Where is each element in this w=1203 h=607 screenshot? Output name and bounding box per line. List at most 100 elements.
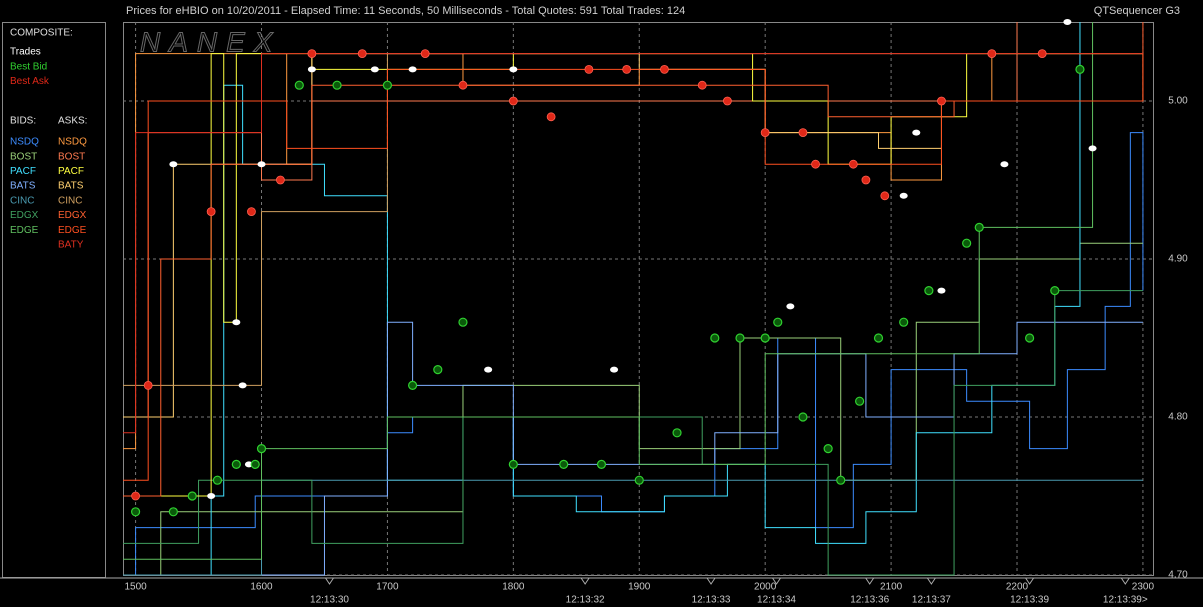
time-tick-marker xyxy=(926,577,937,585)
best-bid-dot xyxy=(634,475,644,485)
trade-dot xyxy=(1063,19,1072,25)
best-ask-dot xyxy=(275,175,285,185)
best-bid-dot xyxy=(823,444,833,454)
best-ask-dot xyxy=(848,159,858,169)
best-bid-dot xyxy=(735,333,745,343)
trade-dot xyxy=(307,66,316,73)
best-bid-dot xyxy=(855,396,865,406)
time-tick-label: 12:13:39> xyxy=(1103,595,1148,606)
source-label: QTSequencer G3 xyxy=(1094,5,1180,17)
trade-dot xyxy=(207,493,216,499)
legend-entry: PACF xyxy=(10,166,36,177)
trade-dot xyxy=(169,161,178,168)
legend-entry: BATY xyxy=(58,240,84,251)
best-bid-dot xyxy=(873,333,884,343)
best-bid-dot xyxy=(231,459,241,469)
trade-dot xyxy=(408,66,417,73)
quote-step-line xyxy=(123,321,1143,576)
best-bid-dot xyxy=(836,475,846,485)
trade-dot xyxy=(238,382,247,389)
y-tick-label: 4.70 xyxy=(1168,570,1188,581)
y-tick-label: 4.80 xyxy=(1168,412,1188,423)
legend-entry: EDGX xyxy=(10,210,39,221)
best-ask-dot xyxy=(760,128,770,138)
trade-dot xyxy=(786,303,795,310)
best-bid-dot xyxy=(187,491,197,501)
x-tick-label: 1600 xyxy=(250,582,273,593)
best-bid-dot xyxy=(458,317,468,327)
labels: 4.70 4.80 4.90 5.00 1500 1600 1700 1800 1900 2000… xyxy=(10,47,1188,606)
trade-dot xyxy=(912,129,921,136)
x-tick-label: 2100 xyxy=(880,582,903,593)
time-tick-label: 12:13:37 xyxy=(912,595,951,606)
best-bid-dot xyxy=(899,317,909,327)
best-bid-dot xyxy=(962,238,972,248)
best-bid-dot xyxy=(256,444,267,454)
trade-dot xyxy=(937,287,946,294)
x-tick-label: 1900 xyxy=(628,582,651,593)
asks-label: ASKS: xyxy=(58,116,87,127)
time-tick-label: 12:13:32 xyxy=(566,595,605,606)
legend-entry: Best Bid xyxy=(10,61,47,72)
trade-dot xyxy=(509,66,518,73)
trade-dot xyxy=(1000,161,1009,168)
trade-dot xyxy=(370,66,379,73)
time-tick-marker xyxy=(864,577,875,585)
quote-step-line xyxy=(123,53,1143,434)
dots xyxy=(130,19,1097,517)
quote-step-line xyxy=(123,53,1143,497)
best-ask-dot xyxy=(584,65,594,74)
best-bid-dot xyxy=(212,475,223,485)
best-ask-dot xyxy=(247,207,256,217)
best-ask-dot xyxy=(131,491,140,501)
time-tick-label: 12:13:33 xyxy=(692,595,731,606)
best-ask-dot xyxy=(811,159,820,169)
best-bid-dot xyxy=(710,333,720,343)
best-ask-dot xyxy=(420,49,430,58)
legend-entry: EDGX xyxy=(58,210,87,221)
x-tick-label: 2000 xyxy=(754,582,777,593)
best-ask-dot xyxy=(143,380,153,390)
best-ask-dot xyxy=(798,128,808,138)
best-bid-dot xyxy=(596,459,607,469)
quote-step-line xyxy=(123,479,1143,576)
best-bid-dot xyxy=(924,286,934,296)
y-tick-label: 5.00 xyxy=(1168,96,1188,107)
best-bid-dot xyxy=(1075,64,1085,75)
x-tick-label: 2200 xyxy=(1006,582,1029,593)
best-bid-dot xyxy=(672,428,682,438)
x-tick-label: 2300 xyxy=(1132,582,1155,593)
trade-dot xyxy=(899,192,908,199)
time-tick-marker xyxy=(324,577,335,585)
quote-step-line xyxy=(123,22,1144,497)
best-ask-dot xyxy=(697,80,707,90)
best-bid-dot xyxy=(760,333,770,343)
legend-entry: NSDQ xyxy=(10,137,39,148)
chart-title: Prices for eHBIO on 10/20/2011 - Elapsed… xyxy=(126,5,685,17)
legend-entry: NSDQ xyxy=(58,137,87,148)
best-ask-dot xyxy=(622,65,632,74)
best-ask-dot xyxy=(987,49,997,58)
trade-dot xyxy=(484,366,493,373)
legend-panel xyxy=(2,22,106,578)
best-bid-dot xyxy=(1025,333,1035,343)
time-tick-label: 12:13:30 xyxy=(310,595,349,606)
x-tick-label: 1800 xyxy=(502,582,525,593)
best-bid-dot xyxy=(250,459,260,469)
legend-entry: CINC xyxy=(58,195,82,206)
time-tick-label: 12:13:34 xyxy=(757,595,796,606)
best-bid-dot xyxy=(130,507,141,517)
legend-entry: Best Ask xyxy=(10,76,50,87)
best-bid-dot xyxy=(294,80,304,90)
x-tick-label: 1500 xyxy=(124,582,147,593)
composite-label: COMPOSITE: xyxy=(10,28,73,39)
best-bid-dot xyxy=(974,222,984,232)
best-bid-dot xyxy=(408,380,418,390)
best-ask-dot xyxy=(357,49,367,58)
legend-entry: BOST xyxy=(58,151,85,162)
legend-entry: CINC xyxy=(10,195,34,206)
bids-label: BIDS: xyxy=(10,116,36,127)
trade-dot xyxy=(1088,145,1097,152)
trade-dot xyxy=(610,366,619,373)
